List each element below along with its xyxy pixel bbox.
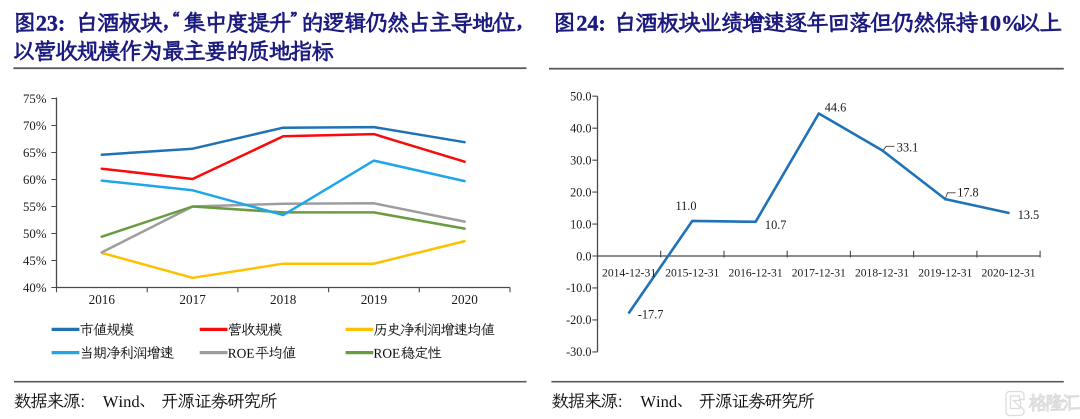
svg-text:2017: 2017 xyxy=(179,292,206,307)
svg-text:50%: 50% xyxy=(23,227,47,241)
svg-text:2017-12-31: 2017-12-31 xyxy=(792,267,846,280)
svg-text:50.0: 50.0 xyxy=(570,90,591,104)
svg-text:-10.0: -10.0 xyxy=(566,281,591,295)
svg-text:-30.0: -30.0 xyxy=(566,345,591,359)
svg-text:60%: 60% xyxy=(23,173,47,187)
svg-text:45%: 45% xyxy=(23,254,47,268)
svg-text:13.5: 13.5 xyxy=(1018,208,1040,222)
svg-text:2019-12-31: 2019-12-31 xyxy=(918,267,972,280)
svg-text:0.0: 0.0 xyxy=(576,249,591,263)
svg-text:55%: 55% xyxy=(23,200,47,214)
svg-text:-20.0: -20.0 xyxy=(566,313,591,327)
svg-text:2018: 2018 xyxy=(270,292,297,307)
svg-text:40.0: 40.0 xyxy=(570,122,591,136)
svg-text:65%: 65% xyxy=(23,146,47,160)
svg-text:2020-12-31: 2020-12-31 xyxy=(981,267,1035,280)
svg-text:-17.7: -17.7 xyxy=(638,308,664,322)
svg-text:2019: 2019 xyxy=(361,292,388,307)
svg-text:2016-12-31: 2016-12-31 xyxy=(729,267,783,280)
svg-text:2016: 2016 xyxy=(89,292,116,307)
svg-text:70%: 70% xyxy=(23,119,47,133)
svg-text:2015-12-31: 2015-12-31 xyxy=(665,267,719,280)
svg-text:2018-12-31: 2018-12-31 xyxy=(855,267,909,280)
svg-text:10.0: 10.0 xyxy=(570,217,591,231)
svg-text:44.6: 44.6 xyxy=(825,100,847,114)
svg-text:75%: 75% xyxy=(23,92,47,106)
svg-text:11.0: 11.0 xyxy=(675,199,696,213)
svg-text:10.7: 10.7 xyxy=(765,218,787,232)
svg-text:30.0: 30.0 xyxy=(570,154,591,168)
svg-text:17.8: 17.8 xyxy=(957,186,979,200)
svg-text:2020: 2020 xyxy=(451,292,478,307)
svg-text:33.1: 33.1 xyxy=(897,141,919,155)
svg-text:40%: 40% xyxy=(23,281,47,295)
svg-text:2014-12-31: 2014-12-31 xyxy=(602,267,656,280)
svg-text:20.0: 20.0 xyxy=(570,185,591,199)
